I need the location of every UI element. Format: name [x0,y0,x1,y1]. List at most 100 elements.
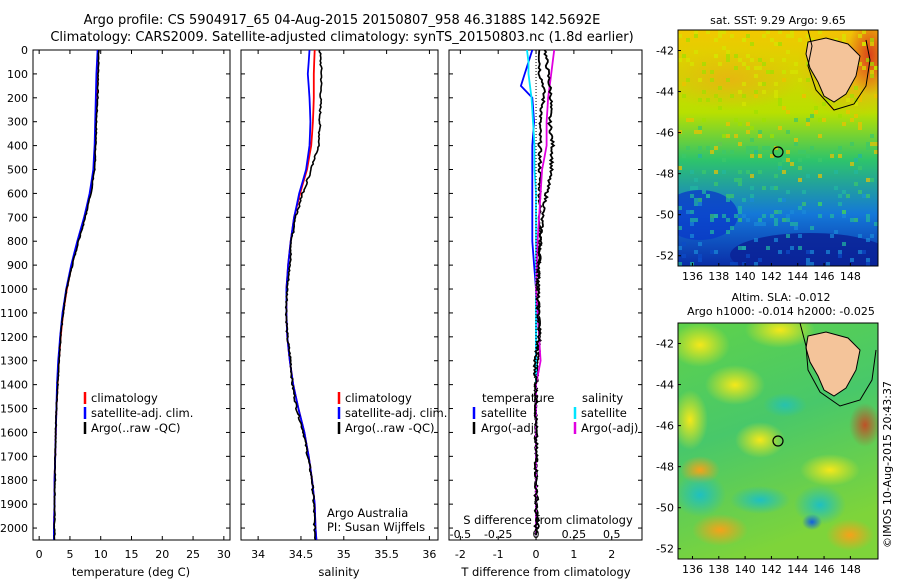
sla-map-title: Altim. SLA: -0.012 [731,291,830,304]
argo-position-marker [772,435,784,447]
lat-tick-label: -50 [656,502,674,515]
depth-tick-label: 1800 [0,474,28,487]
sst-map-frame [677,29,879,267]
lat-tick-label: -48 [656,461,674,474]
legend-s-argo: Argo(-adj) [581,421,638,435]
lon-tick-label: 148 [840,270,861,283]
x-tick-label: 5 [66,548,73,561]
difference-xlabel: T difference from climatology [460,565,631,579]
legend-argo: Argo(..raw -QC) [91,421,181,435]
lon-tick-label: 136 [682,563,703,576]
temperature-panel [32,49,231,541]
sst-map [678,30,878,266]
x-tick-label: 30 [217,548,231,561]
depth-tick-labels: 0 100 200 300 400 500 600 700 800 900 1000 1100 1200… [0,44,28,535]
tasmania-land [805,37,861,103]
depth-tick-label: 0 [21,44,28,57]
depth-tick-label: 400 [7,140,28,153]
sla-map-ticks: -42 -44 -46 -48 -50 -52 136 138 140 142 144 146 148 [656,338,861,576]
x-tick-label: 10 [94,548,108,561]
temperature-x-ticks: 0 5 10 15 20 25 30 [36,50,231,561]
salinity-line-2 [284,50,323,540]
sla-contour-line [799,323,877,407]
institution-note: Argo Australia [327,506,408,520]
temperature-line-1 [53,50,99,540]
difference-top-label: S difference from climatology [463,513,633,527]
salinity-series [284,50,323,540]
x-tick-label: 1 [570,548,577,561]
sst-map-ticks: -42 -44 -46 -48 -50 -52 136 138 140 142 144 146 148 [656,45,861,283]
legend-climatology: climatology [91,391,158,405]
lat-tick-label: -44 [656,86,674,99]
tasmania-land [805,331,861,397]
temperature-line-2 [53,50,100,540]
lat-tick-label: -46 [656,420,674,433]
depth-tick-label: 500 [7,164,28,177]
difference-top-ticks: -0.5 -0.25 0 0.25 0.5 [450,528,621,541]
depth-tick-label: 1600 [0,426,28,439]
lat-tick-label: -44 [656,379,674,392]
lon-tick-label: 146 [814,563,835,576]
legend-s-satellite: satellite [581,406,627,420]
legend-argo: Argo(..raw -QC) [345,421,435,435]
depth-tick-label: 1200 [0,331,28,344]
temperature-xlabel: temperature (deg C) [72,565,190,579]
lon-tick-label: 138 [708,270,729,283]
salinity-line-0 [285,50,318,540]
sla-map-subtitle: Argo h1000: -0.014 h2000: -0.025 [687,305,875,318]
difference-line-4 [532,50,556,536]
depth-tick-label: 600 [7,187,28,200]
x-tick-label: 15 [125,548,139,561]
depth-tick-label: 1500 [0,403,28,416]
depth-tick-marks [33,49,642,529]
depth-tick-label: 200 [7,92,28,105]
x-tick-label: 35.5 [374,548,399,561]
x-tick-label: 0 [36,548,43,561]
difference-series [519,50,556,540]
temperature-series [53,50,100,540]
sla-map-frame [677,322,879,560]
salinity-legend: climatology satellite-adj. clim. Argo(..… [337,391,447,435]
legend-temperature-title: temperature [482,391,554,405]
depth-tick-label: 800 [7,235,28,248]
s-diff-tick-label: -0.25 [484,528,512,541]
difference-legend: temperature satellite Argo(-adj) salinit… [472,391,638,435]
depth-tick-label: 1700 [0,450,28,463]
difference-x-ticks: -2 -1 0 1 2 [455,50,615,561]
legend-salinity-title: salinity [582,391,623,405]
depth-tick-label: 1100 [0,307,28,320]
depth-tick-label: 2000 [0,522,28,535]
legend-satellite: satellite-adj. clim. [345,406,447,420]
lat-tick-label: -52 [656,250,674,263]
figure-subtitle: Climatology: CARS2009. Satellite-adjuste… [50,30,633,45]
depth-tick-label: 1300 [0,355,28,368]
lat-tick-label: -42 [656,338,674,351]
lat-tick-label: -42 [656,45,674,58]
s-diff-tick-label: 0 [533,528,540,541]
lon-tick-label: 144 [787,270,808,283]
s-diff-tick-label: -0.5 [450,528,471,541]
lon-tick-label: 138 [708,563,729,576]
depth-tick-label: 1900 [0,498,28,511]
figure-title: Argo profile: CS 5904917_65 04-Aug-2015 … [84,13,601,28]
x-tick-label: 20 [155,548,169,561]
legend-climatology: climatology [345,391,412,405]
sst-contour-line [807,30,871,111]
legend-t-satellite: satellite [481,406,527,420]
lon-tick-label: 142 [761,270,782,283]
argo-position-marker [772,146,784,158]
depth-tick-label: 700 [7,211,28,224]
lat-tick-label: -52 [656,543,674,556]
x-tick-label: 36 [422,548,436,561]
x-tick-label: 34.5 [289,548,314,561]
lat-tick-label: -46 [656,127,674,140]
lon-tick-label: 136 [682,270,703,283]
depth-tick-label: 1000 [0,283,28,296]
depth-tick-label: 900 [7,259,28,272]
lat-tick-label: -48 [656,168,674,181]
temperature-line-0 [53,50,100,540]
x-tick-label: -1 [493,548,504,561]
legend-satellite: satellite-adj. clim. [91,406,193,420]
depth-tick-label: 100 [7,68,28,81]
x-tick-label: 2 [608,548,615,561]
